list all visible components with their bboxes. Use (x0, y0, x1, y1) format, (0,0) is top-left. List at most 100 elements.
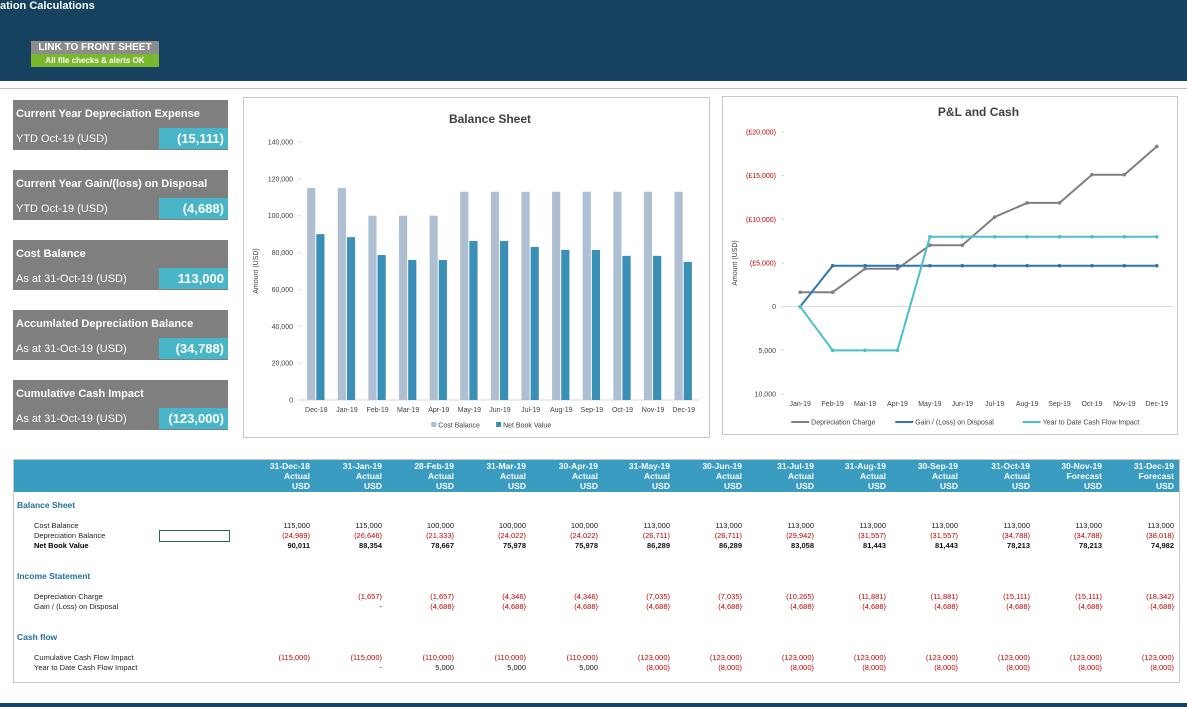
cell-value: 5,000 (435, 663, 454, 672)
y-tick-label: 140,000 (268, 140, 293, 147)
marker (1090, 172, 1094, 177)
line (799, 264, 1157, 308)
kpi-title: Cumulative Cash Impact (16, 388, 144, 400)
column-header: 31-Aug-19 (844, 461, 886, 471)
line (799, 235, 1157, 352)
row-label: Cumulative Cash Flow Impact (34, 653, 134, 662)
column-header: USD (940, 481, 958, 491)
marker (863, 263, 867, 268)
bar (552, 191, 561, 400)
cell-value: (1,657) (430, 592, 454, 601)
kpi-label: As at 31-Oct-19 (USD) (16, 273, 127, 285)
cell-value: (31,557) (930, 531, 958, 540)
column-header: USD (1012, 481, 1030, 491)
bar (346, 237, 356, 400)
cell-value: (4,346) (502, 592, 526, 601)
cell-value: (26,646) (354, 531, 382, 540)
cell-value: 100,000 (426, 521, 454, 530)
section-title: Balance Sheet (17, 500, 76, 510)
cell-value: (123,000) (781, 653, 814, 662)
marker (960, 263, 965, 268)
marker (798, 304, 803, 309)
bar (683, 261, 692, 400)
cell-value: 113,000 (1075, 521, 1102, 530)
cell-value: 113,000 (1147, 521, 1174, 530)
column-header: USD (724, 481, 742, 491)
x-tick-label: Mar-19 (854, 401, 876, 408)
marker (1025, 201, 1029, 205)
marker (895, 348, 900, 353)
column-header: 31-Mar-19 (486, 461, 526, 471)
cell-value: (8,000) (646, 663, 670, 672)
column-header: Actual (572, 471, 598, 481)
cell-value: (11,881) (858, 592, 886, 601)
cell-value: (7,035) (718, 592, 742, 601)
bar (643, 191, 653, 400)
cell-value: 5,000 (579, 663, 598, 672)
column-header: Forecast (1066, 471, 1102, 481)
column-header: 30-Apr-19 (558, 461, 598, 471)
x-tick-label: Aug-19 (550, 407, 573, 414)
cell-value: (4,688) (934, 602, 958, 611)
cell-value: (26,711) (642, 531, 670, 540)
column-header: USD (436, 481, 454, 491)
cell-value: (4,688) (862, 602, 886, 611)
bar (613, 191, 622, 400)
cell-value: (123,000) (925, 653, 958, 662)
cell-value: 100,000 (498, 521, 526, 530)
cell-value: (1,657) (358, 592, 382, 601)
y-tick-label: 120,000 (268, 176, 293, 183)
link-button[interactable]: LINK TO FRONT SHEET (31, 41, 159, 54)
x-tick-label: Dec-19 (1146, 401, 1169, 408)
y-tick-label: 20,000 (272, 361, 294, 368)
x-tick-label: Nov-19 (642, 407, 665, 414)
cell-value: 81,443 (935, 541, 958, 550)
column-header: USD (508, 481, 526, 491)
column-header: USD (1156, 481, 1174, 491)
column-header: USD (796, 481, 814, 491)
cell-value: (38,018) (1146, 531, 1174, 540)
marker (960, 243, 965, 248)
column-header: Actual (428, 471, 454, 481)
section-title: Income Statement (17, 571, 91, 581)
cell-value: (4,688) (646, 602, 670, 611)
x-tick-label: Feb-19 (366, 407, 388, 414)
marker (1057, 201, 1062, 205)
cell-value: (123,000) (853, 653, 886, 662)
column-header: 31-Jul-19 (777, 461, 814, 471)
cell-value: (10,265) (786, 592, 814, 601)
column-header: Actual (932, 471, 958, 481)
marker (1154, 263, 1159, 268)
chart: Balance Sheet Amount (USD) 0 20,000 40,000 60… (253, 112, 699, 430)
cell-value: (123,000) (1141, 653, 1174, 662)
section-title: Cash flow (17, 632, 58, 642)
y-tick-label: 40,000 (272, 324, 294, 331)
marker (1122, 235, 1127, 239)
bar (307, 188, 316, 400)
kpi-title: Accumlated Depreciation Balance (16, 318, 194, 330)
cell-value: 100,000 (570, 521, 598, 530)
marker (1025, 263, 1029, 268)
cell-value: 113,000 (1003, 521, 1030, 530)
column-header: 30-Jun-19 (702, 461, 742, 471)
selected-cell[interactable] (159, 530, 230, 542)
cell-value: (34,788) (1074, 531, 1102, 540)
column-header: Actual (284, 471, 310, 481)
cell-value: (21,333) (426, 531, 454, 540)
x-tick-label: Dec-19 (672, 407, 695, 414)
y-tick-label: 60,000 (272, 287, 294, 294)
x-tick-label: Dec-18 (305, 407, 328, 414)
marker (928, 263, 932, 268)
column-header: USD (868, 481, 886, 491)
column-header: 30-Sep-19 (917, 461, 958, 471)
bar (398, 215, 408, 400)
column-header: Actual (860, 471, 886, 481)
kpi-card: Cost Balance As at 31-Oct-19 (USD) 113,000 (13, 240, 228, 290)
y-tick-label: 10,000 (755, 392, 777, 399)
cell-value: (110,000) (566, 653, 598, 662)
column-header: 31-Dec-18 (269, 461, 310, 471)
marker (928, 243, 932, 248)
kpi-card: Current Year Depreciation Expense YTD Oct… (13, 100, 228, 150)
column-header: USD (1084, 481, 1102, 491)
cell-value: - (379, 602, 383, 611)
